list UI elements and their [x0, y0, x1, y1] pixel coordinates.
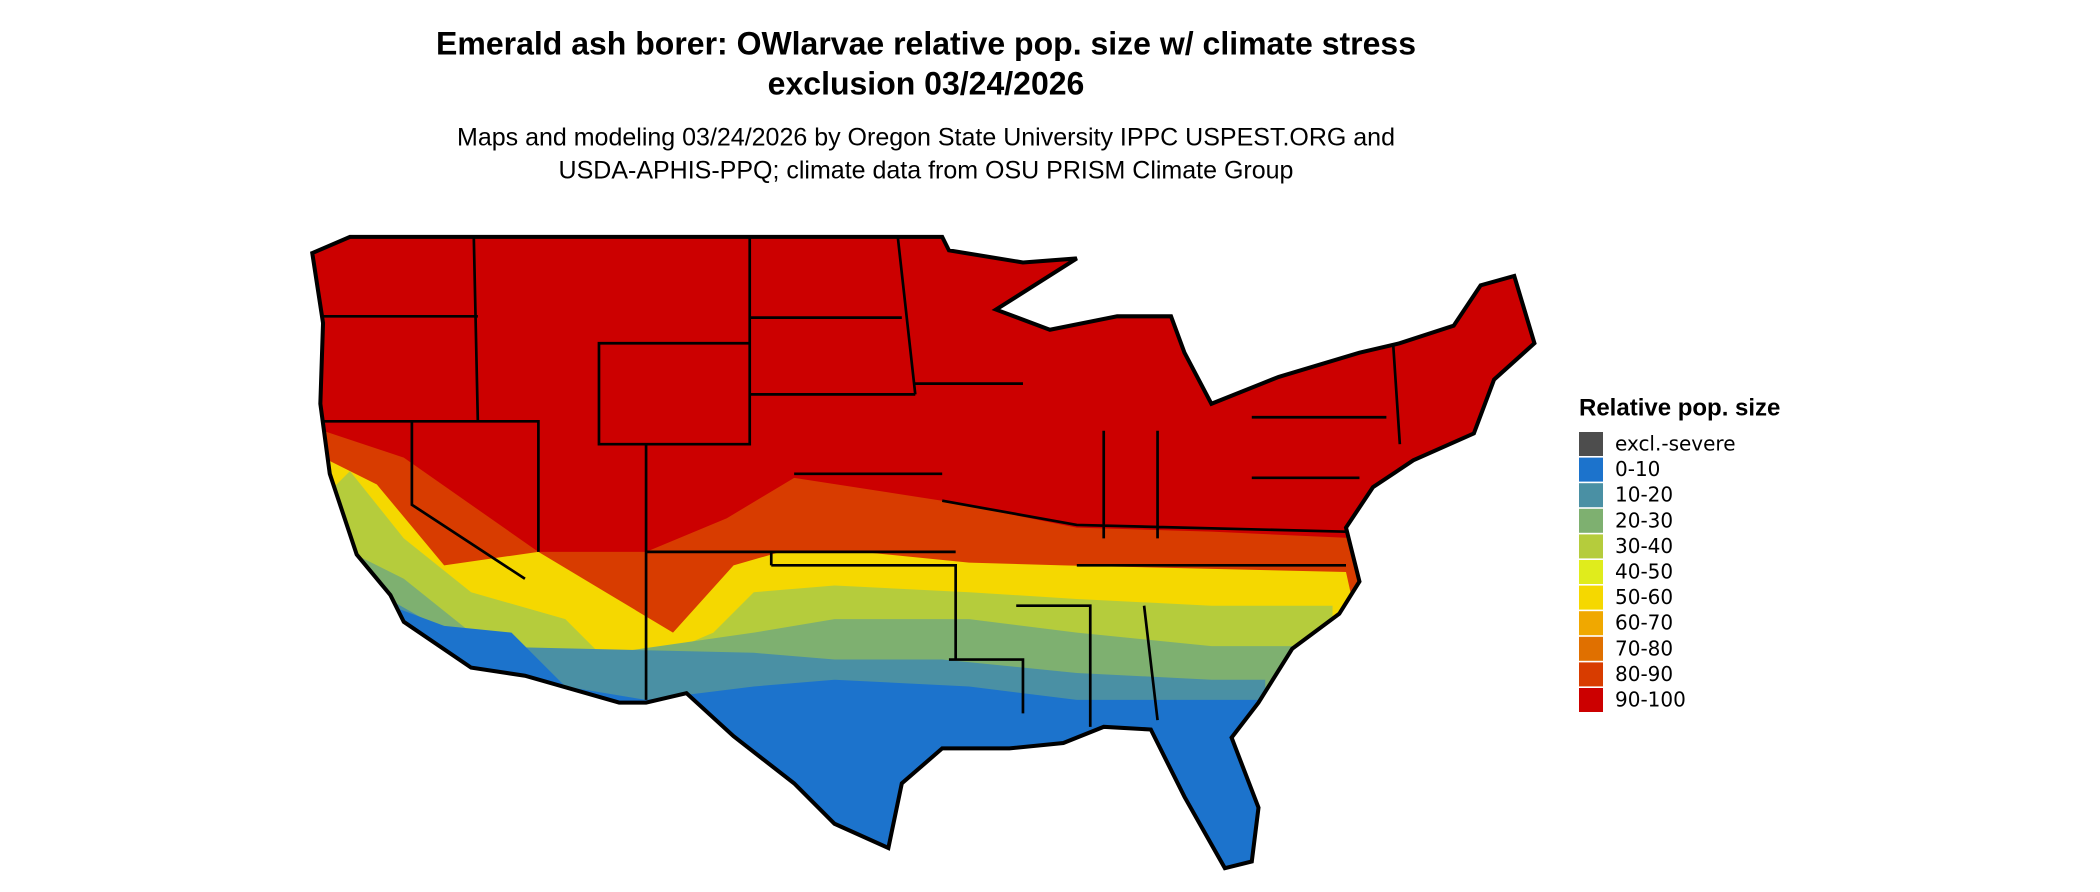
legend-title: Relative pop. size: [1579, 394, 1780, 421]
legend-swatch: [1579, 662, 1603, 687]
legend-swatch: [1579, 611, 1603, 636]
legend-swatch: [1579, 688, 1603, 712]
map: [310, 234, 1537, 871]
legend-label: excl.-severe: [1615, 432, 1736, 456]
legend-swatch: [1579, 560, 1603, 584]
subtitle: USDA-APHIS-PPQ; climate data from OSU PR…: [559, 157, 1294, 185]
legend-label: 20-30: [1615, 508, 1673, 532]
legend-label: 50-60: [1615, 585, 1673, 609]
legend-label: 40-50: [1615, 560, 1673, 584]
legend-label: 70-80: [1615, 636, 1673, 660]
legend-swatch: [1579, 636, 1603, 661]
legend-label: 60-70: [1615, 611, 1673, 635]
legend-label: 0-10: [1615, 457, 1660, 481]
legend-label: 80-90: [1615, 662, 1673, 686]
legend-swatch: [1579, 585, 1603, 610]
legend-swatch: [1579, 534, 1603, 559]
legend-label: 90-100: [1615, 688, 1686, 712]
legend-swatch: [1579, 483, 1603, 508]
legend-swatch: [1579, 457, 1603, 482]
legend-label: 10-20: [1615, 483, 1673, 507]
legend-label: 30-40: [1615, 534, 1673, 558]
legend: excl.-severe0-1010-2020-3030-4040-5050-6…: [1579, 432, 1736, 712]
subtitle: Maps and modeling 03/24/2026 by Oregon S…: [457, 124, 1395, 152]
title: exclusion 03/24/2026: [768, 65, 1085, 101]
title: Emerald ash borer: OWlarvae relative pop…: [436, 25, 1416, 61]
legend-swatch: [1579, 508, 1603, 533]
legend-swatch: [1579, 432, 1603, 456]
